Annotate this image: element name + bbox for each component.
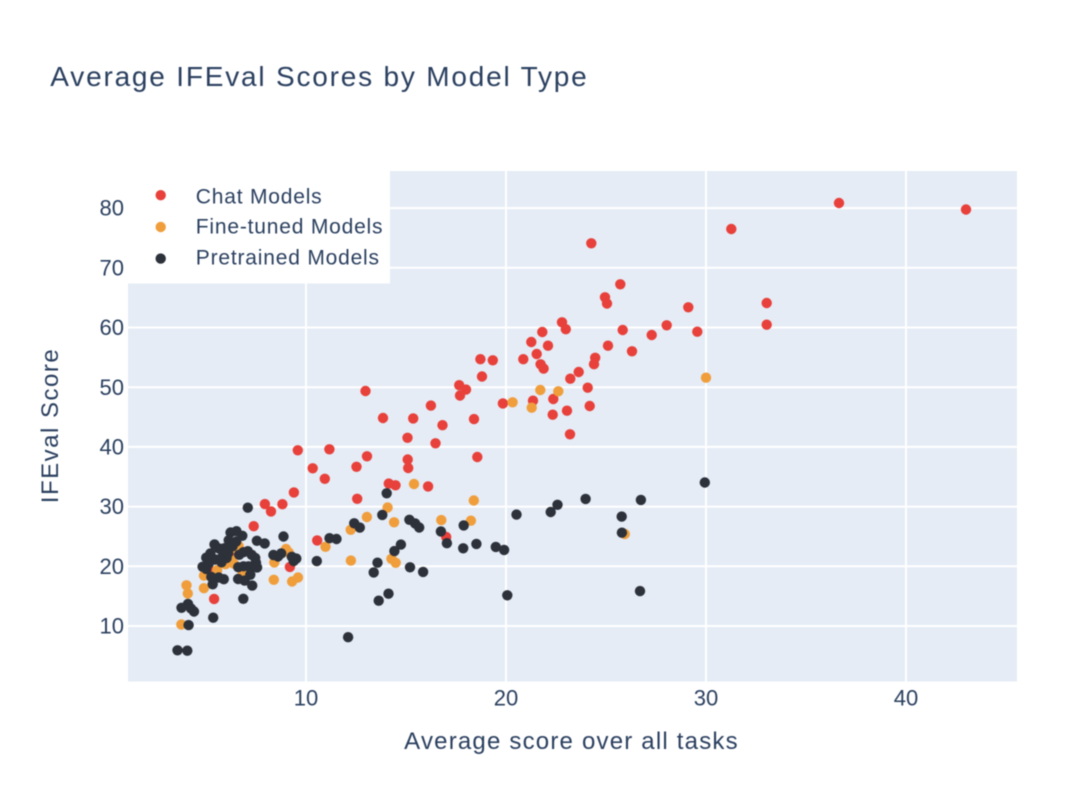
svg-text:Average score over all tasks: Average score over all tasks [404, 728, 739, 755]
svg-text:60: 60 [100, 315, 124, 340]
svg-text:10: 10 [294, 685, 318, 710]
svg-text:IFEval Score: IFEval Score [37, 348, 64, 503]
svg-text:50: 50 [100, 375, 124, 400]
svg-text:10: 10 [100, 614, 124, 639]
svg-text:20: 20 [100, 554, 124, 579]
svg-text:40: 40 [894, 685, 918, 710]
svg-text:40: 40 [100, 435, 124, 460]
svg-text:30: 30 [694, 685, 718, 710]
svg-text:Fine-tuned Models: Fine-tuned Models [196, 215, 384, 238]
svg-text:70: 70 [100, 255, 124, 280]
svg-text:30: 30 [100, 494, 124, 519]
svg-text:Chat Models: Chat Models [196, 186, 323, 209]
svg-text:20: 20 [494, 685, 518, 710]
svg-text:Average IFEval Scores by Model: Average IFEval Scores by Model Type [50, 61, 588, 92]
svg-text:Pretrained Models: Pretrained Models [196, 246, 380, 269]
svg-text:80: 80 [100, 196, 124, 221]
